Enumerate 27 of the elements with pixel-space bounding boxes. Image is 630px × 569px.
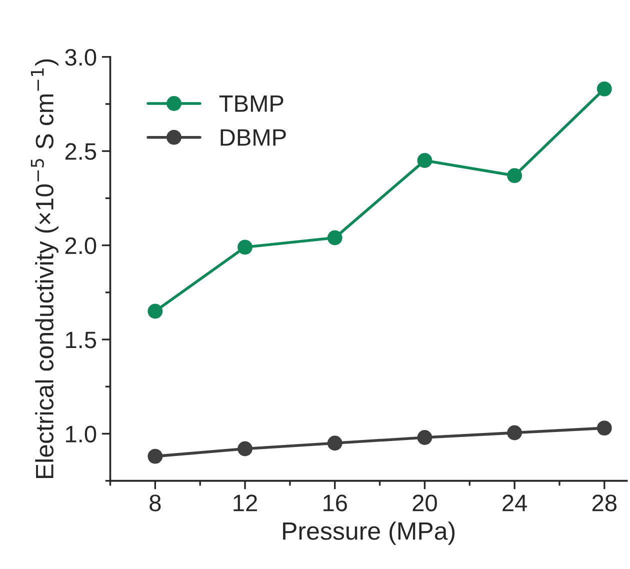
x-tick-label: 20 — [412, 494, 437, 512]
x-tick-label: 24 — [502, 494, 527, 512]
point — [238, 240, 252, 255]
y-tick-label: 3.0 — [65, 48, 96, 66]
point — [327, 436, 342, 451]
x-axis-title: Pressure (MPa) — [283, 522, 455, 545]
point — [148, 448, 163, 464]
legend-label: DBMP — [220, 129, 286, 146]
y-axis-title: Electrical conductivity (×10$^{−5}$ S cm$^{−1}$) — [30, 59, 58, 478]
point — [148, 304, 163, 319]
y-tick-label: 2.5 — [65, 143, 96, 160]
point — [327, 230, 342, 246]
x-tick-label: 8 — [150, 494, 161, 512]
point — [507, 425, 522, 440]
point — [417, 153, 432, 168]
point — [507, 168, 522, 184]
point — [596, 420, 612, 436]
y-tick-label: 1.0 — [66, 426, 96, 442]
x-tick-label: 16 — [324, 494, 347, 512]
legend-label: TBMP — [219, 96, 284, 112]
x-tick-label: 12 — [234, 494, 257, 512]
x-tick-label: 28 — [592, 494, 616, 512]
point — [417, 430, 432, 445]
point — [596, 81, 612, 96]
point — [238, 441, 252, 456]
y-tick-label: 1.5 — [66, 332, 96, 348]
y-tick-label: 2.0 — [65, 237, 96, 254]
